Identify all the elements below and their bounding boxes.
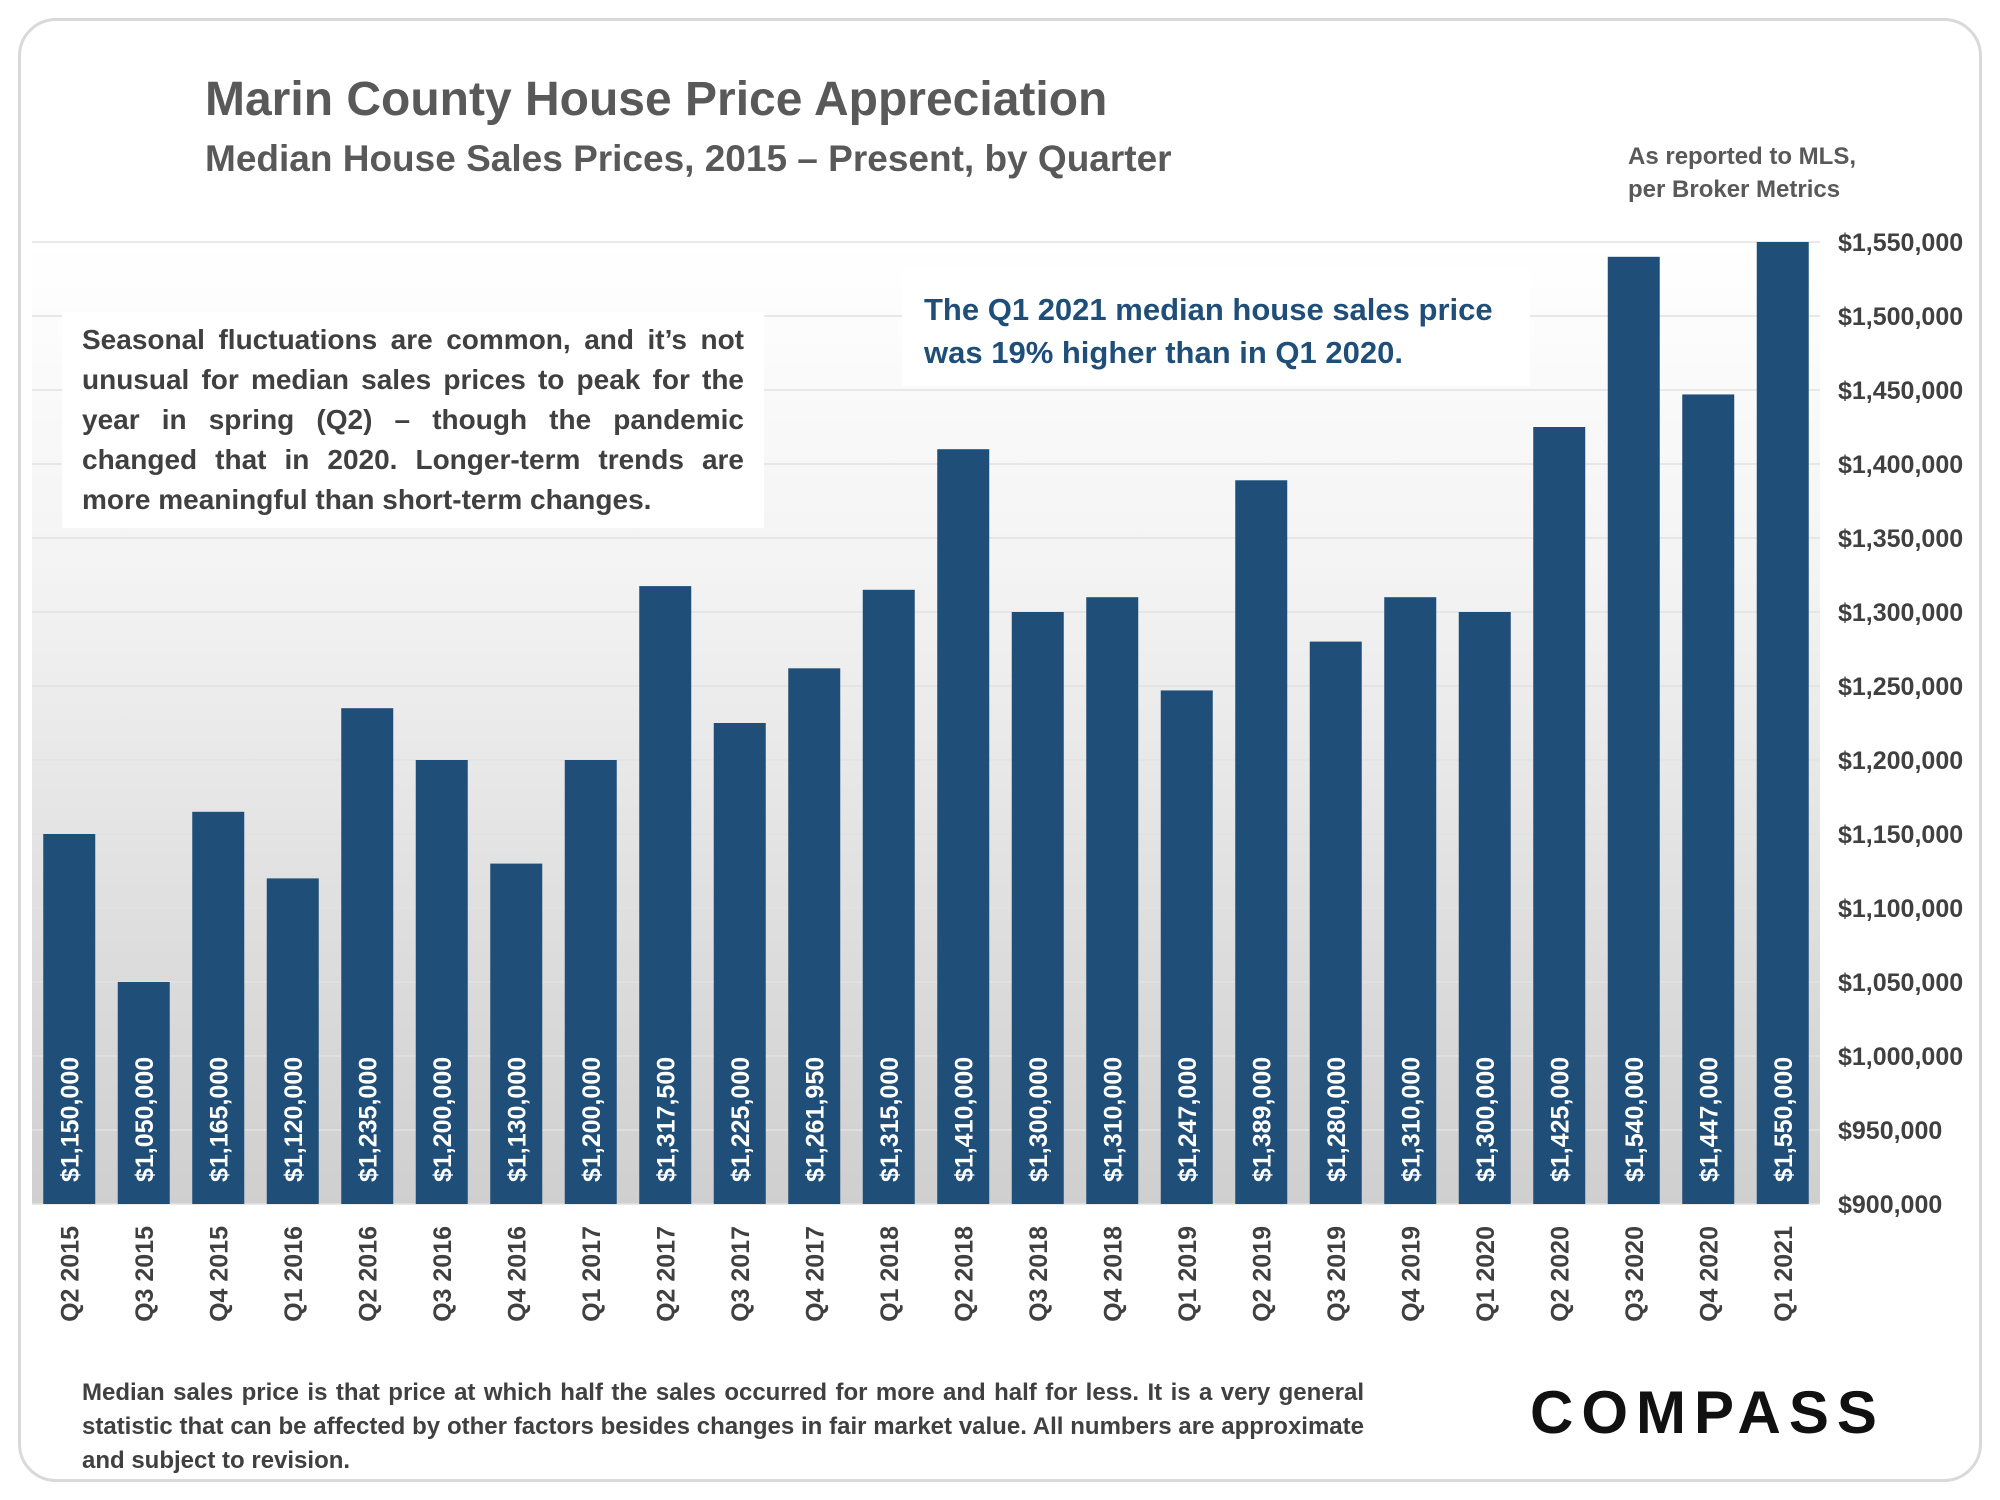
bar [1458, 612, 1511, 1204]
bar-data-label: $1,425,000 [1546, 1057, 1574, 1182]
bar-data-label: $1,315,000 [876, 1057, 904, 1182]
bar [1756, 242, 1809, 1204]
x-tick-label: Q3 2020 [1621, 1226, 1649, 1322]
bar-data-label: $1,261,950 [801, 1057, 829, 1182]
x-tick-label: Q3 2018 [1025, 1226, 1053, 1322]
compass-logo: COMPASS [1530, 1379, 1885, 1446]
bar [490, 863, 543, 1204]
x-tick-label: Q1 2018 [876, 1226, 904, 1322]
x-tick-label: Q2 2016 [354, 1226, 382, 1322]
bar [1011, 612, 1064, 1204]
x-tick-label: Q4 2018 [1099, 1226, 1127, 1322]
x-tick-label: Q4 2015 [205, 1226, 233, 1322]
y-tick-label: $1,350,000 [1838, 525, 1963, 553]
bar-data-label: $1,130,000 [503, 1057, 531, 1182]
bar-data-label: $1,247,000 [1174, 1057, 1202, 1182]
bar-data-label: $1,165,000 [205, 1057, 233, 1182]
x-tick-label: Q4 2019 [1397, 1226, 1425, 1322]
bar [713, 723, 766, 1204]
chart-subtitle: Median House Sales Prices, 2015 – Presen… [205, 138, 1172, 179]
bar [1682, 394, 1735, 1204]
y-tick-label: $1,400,000 [1838, 451, 1963, 479]
bar [937, 449, 990, 1204]
y-tick-label: $1,300,000 [1838, 599, 1963, 627]
bar [862, 589, 915, 1204]
x-tick-label: Q1 2019 [1174, 1226, 1202, 1322]
y-tick-label: $1,150,000 [1838, 821, 1963, 849]
bar [639, 586, 692, 1204]
y-tick-label: $1,550,000 [1838, 229, 1963, 257]
bar-data-label: $1,120,000 [280, 1057, 308, 1182]
bar [117, 982, 170, 1204]
bar-data-label: $1,300,000 [1472, 1057, 1500, 1182]
y-tick-label: $1,200,000 [1838, 747, 1963, 775]
bar [1607, 256, 1660, 1204]
y-tick-label: $1,000,000 [1838, 1043, 1963, 1071]
seasonal-note-text: Seasonal fluctuations are common, and it… [82, 324, 744, 515]
y-tick-label: $950,000 [1838, 1117, 1942, 1145]
source-note: As reported to MLS, per Broker Metrics [1628, 140, 1928, 206]
bar-data-label: $1,447,000 [1695, 1057, 1723, 1182]
x-tick-label: Q3 2017 [727, 1226, 755, 1322]
x-tick-label: Q3 2015 [131, 1226, 159, 1322]
seasonal-note-box: Seasonal fluctuations are common, and it… [62, 312, 764, 528]
bar [1160, 690, 1213, 1204]
bar [564, 760, 617, 1204]
callout-line-2: was 19% higher than in Q1 2020. [924, 335, 1403, 370]
bar-data-label: $1,540,000 [1621, 1057, 1649, 1182]
bar-data-label: $1,389,000 [1248, 1057, 1276, 1182]
source-line-1: As reported to MLS, [1628, 143, 1857, 170]
bar [1235, 480, 1288, 1204]
bar [341, 708, 394, 1204]
x-tick-label: Q3 2016 [429, 1226, 457, 1322]
x-tick-label: Q3 2019 [1323, 1226, 1351, 1322]
y-tick-label: $1,450,000 [1838, 377, 1963, 405]
bar-data-label: $1,410,000 [950, 1057, 978, 1182]
x-tick-label: Q1 2016 [280, 1226, 308, 1322]
bar-data-label: $1,550,000 [1770, 1057, 1798, 1182]
y-tick-label: $1,250,000 [1838, 673, 1963, 701]
y-tick-label: $1,100,000 [1838, 895, 1963, 923]
x-tick-label: Q4 2017 [801, 1226, 829, 1322]
bar [192, 811, 245, 1204]
bar-data-label: $1,150,000 [56, 1057, 84, 1182]
y-tick-label: $900,000 [1838, 1191, 1942, 1219]
x-tick-label: Q2 2019 [1248, 1226, 1276, 1322]
bar [43, 834, 96, 1204]
bar-data-label: $1,050,000 [131, 1057, 159, 1182]
bar [415, 760, 468, 1204]
x-tick-label: Q1 2017 [578, 1226, 606, 1322]
footnote: Median sales price is that price at whic… [82, 1379, 1364, 1474]
bar [1533, 427, 1586, 1204]
x-tick-label: Q2 2017 [652, 1226, 680, 1322]
bar [788, 668, 841, 1204]
bar [266, 878, 319, 1204]
x-tick-label: Q1 2020 [1472, 1226, 1500, 1322]
x-tick-label: Q1 2021 [1770, 1226, 1798, 1322]
bar-data-label: $1,310,000 [1099, 1057, 1127, 1182]
y-tick-label: $1,050,000 [1838, 969, 1963, 997]
bar-data-label: $1,235,000 [354, 1057, 382, 1182]
bar-data-label: $1,200,000 [578, 1057, 606, 1182]
x-tick-label: Q4 2020 [1695, 1226, 1723, 1322]
callout-line-1: The Q1 2021 median house sales price [924, 292, 1493, 327]
bar-data-label: $1,310,000 [1397, 1057, 1425, 1182]
bar-data-label: $1,200,000 [429, 1057, 457, 1182]
bar-data-label: $1,225,000 [727, 1057, 755, 1182]
bar [1309, 641, 1362, 1204]
q1-2021-callout: The Q1 2021 median house sales price was… [902, 270, 1530, 386]
bar-data-label: $1,300,000 [1025, 1057, 1053, 1182]
x-tick-label: Q2 2015 [56, 1226, 84, 1322]
bar [1086, 597, 1139, 1204]
bar-data-label: $1,280,000 [1323, 1057, 1351, 1182]
y-tick-label: $1,500,000 [1838, 303, 1963, 331]
x-tick-label: Q4 2016 [503, 1226, 531, 1322]
bar-data-label: $1,317,500 [652, 1057, 680, 1182]
x-tick-label: Q2 2020 [1546, 1226, 1574, 1322]
bar [1384, 597, 1437, 1204]
chart-title: Marin County House Price Appreciation [205, 73, 1108, 126]
source-line-2: per Broker Metrics [1628, 176, 1841, 203]
x-tick-label: Q2 2018 [950, 1226, 978, 1322]
